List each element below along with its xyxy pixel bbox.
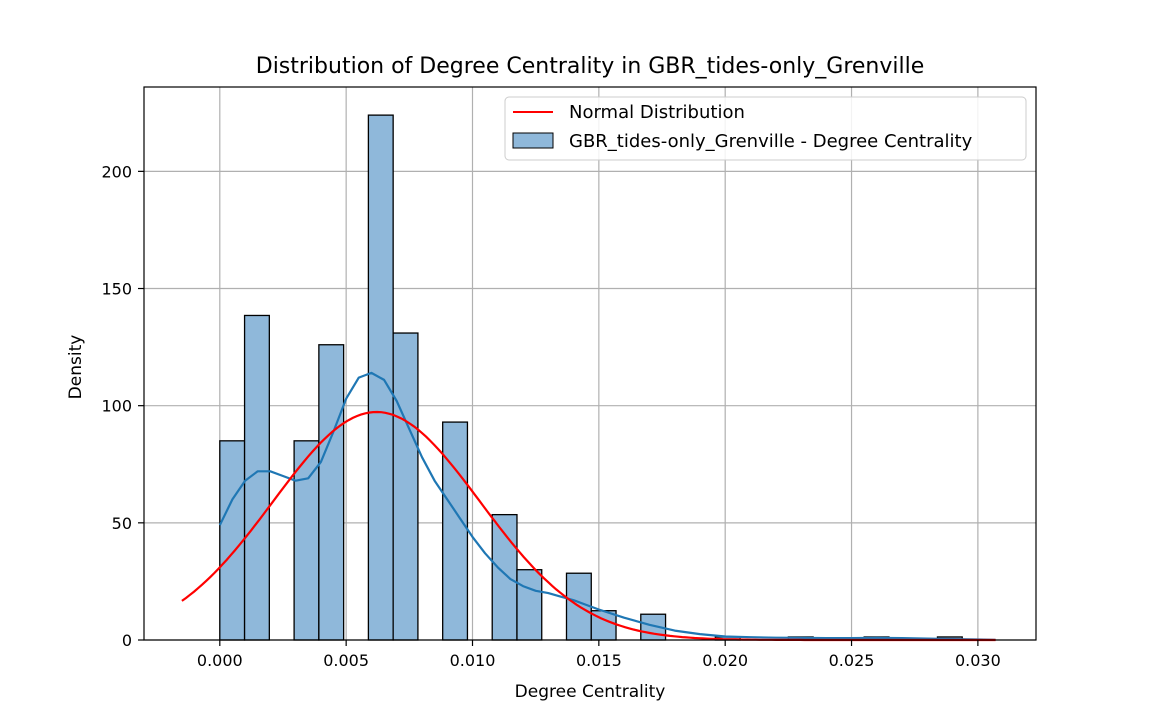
histogram-bar: [516, 569, 543, 641]
legend-histogram-swatch: [512, 132, 554, 149]
histogram-bar: [219, 440, 246, 641]
y-tick-label: 150: [101, 280, 132, 299]
y-tick-label: 50: [112, 514, 132, 533]
legend-normal-label: Normal Distribution: [569, 102, 745, 123]
histogram-bar: [392, 332, 419, 641]
histogram-bar: [318, 344, 345, 641]
x-tick-label: 0.025: [829, 651, 875, 670]
x-axis-ticks: 0.000 0.005 0.010 0.015 0.020 0.025 0.030: [197, 640, 1001, 670]
x-tick-label: 0.005: [323, 651, 369, 670]
x-tick-label: 0.010: [450, 651, 496, 670]
y-tick-label: 100: [101, 397, 132, 416]
kde-curve: [218, 371, 996, 641]
histogram-bar: [243, 314, 270, 641]
plot-frame: [143, 86, 1037, 641]
histogram-bar: [442, 421, 469, 641]
x-tick-label: 0.020: [702, 651, 748, 670]
legend-box: [504, 96, 1027, 161]
x-axis-label: Degree Centrality: [515, 682, 666, 702]
y-tick-label: 0: [122, 631, 132, 650]
chart-title: Distribution of Degree Centrality in GBR…: [256, 54, 925, 79]
x-tick-label: 0.000: [197, 651, 243, 670]
y-axis-ticks: 0 50 100 150 200: [101, 162, 144, 650]
x-tick-label: 0.015: [576, 651, 622, 670]
legend: Normal Distribution GBR_tides-only_Grenv…: [504, 96, 1027, 161]
x-tick-label: 0.030: [955, 651, 1001, 670]
histogram-bars: [219, 114, 963, 641]
y-tick-label: 200: [101, 162, 132, 181]
y-axis-label: Density: [66, 335, 86, 400]
legend-histogram-label: GBR_tides-only_Grenville - Degree Centra…: [569, 131, 973, 152]
histogram-bar: [293, 440, 320, 641]
